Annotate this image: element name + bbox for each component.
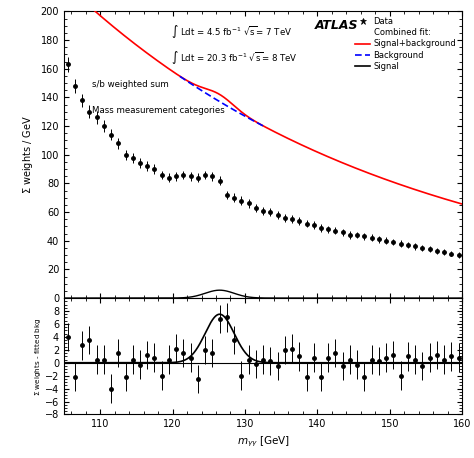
Y-axis label: $\Sigma$ weights / GeV: $\Sigma$ weights / GeV (21, 115, 35, 194)
Legend: Data, Combined fit:, Signal+background, Background, Signal: Data, Combined fit:, Signal+background, … (354, 16, 458, 72)
Y-axis label: $\Sigma$ weights - fitted bkg: $\Sigma$ weights - fitted bkg (33, 317, 43, 396)
X-axis label: $m_{\gamma\gamma}$ [GeV]: $m_{\gamma\gamma}$ [GeV] (237, 435, 290, 449)
Text: Mass measurement categories: Mass measurement categories (92, 106, 225, 115)
Text: ATLAS: ATLAS (315, 19, 358, 32)
Text: $\int$ Ldt = 20.3 fb$^{-1}$ $\sqrt{\rm s}$= 8 TeV: $\int$ Ldt = 20.3 fb$^{-1}$ $\sqrt{\rm s… (172, 49, 298, 65)
Text: s/b weighted sum: s/b weighted sum (92, 80, 169, 89)
Text: $\int$ Ldt = 4.5 fb$^{-1}$ $\sqrt{\rm s}$= 7 TeV: $\int$ Ldt = 4.5 fb$^{-1}$ $\sqrt{\rm s}… (172, 23, 292, 40)
